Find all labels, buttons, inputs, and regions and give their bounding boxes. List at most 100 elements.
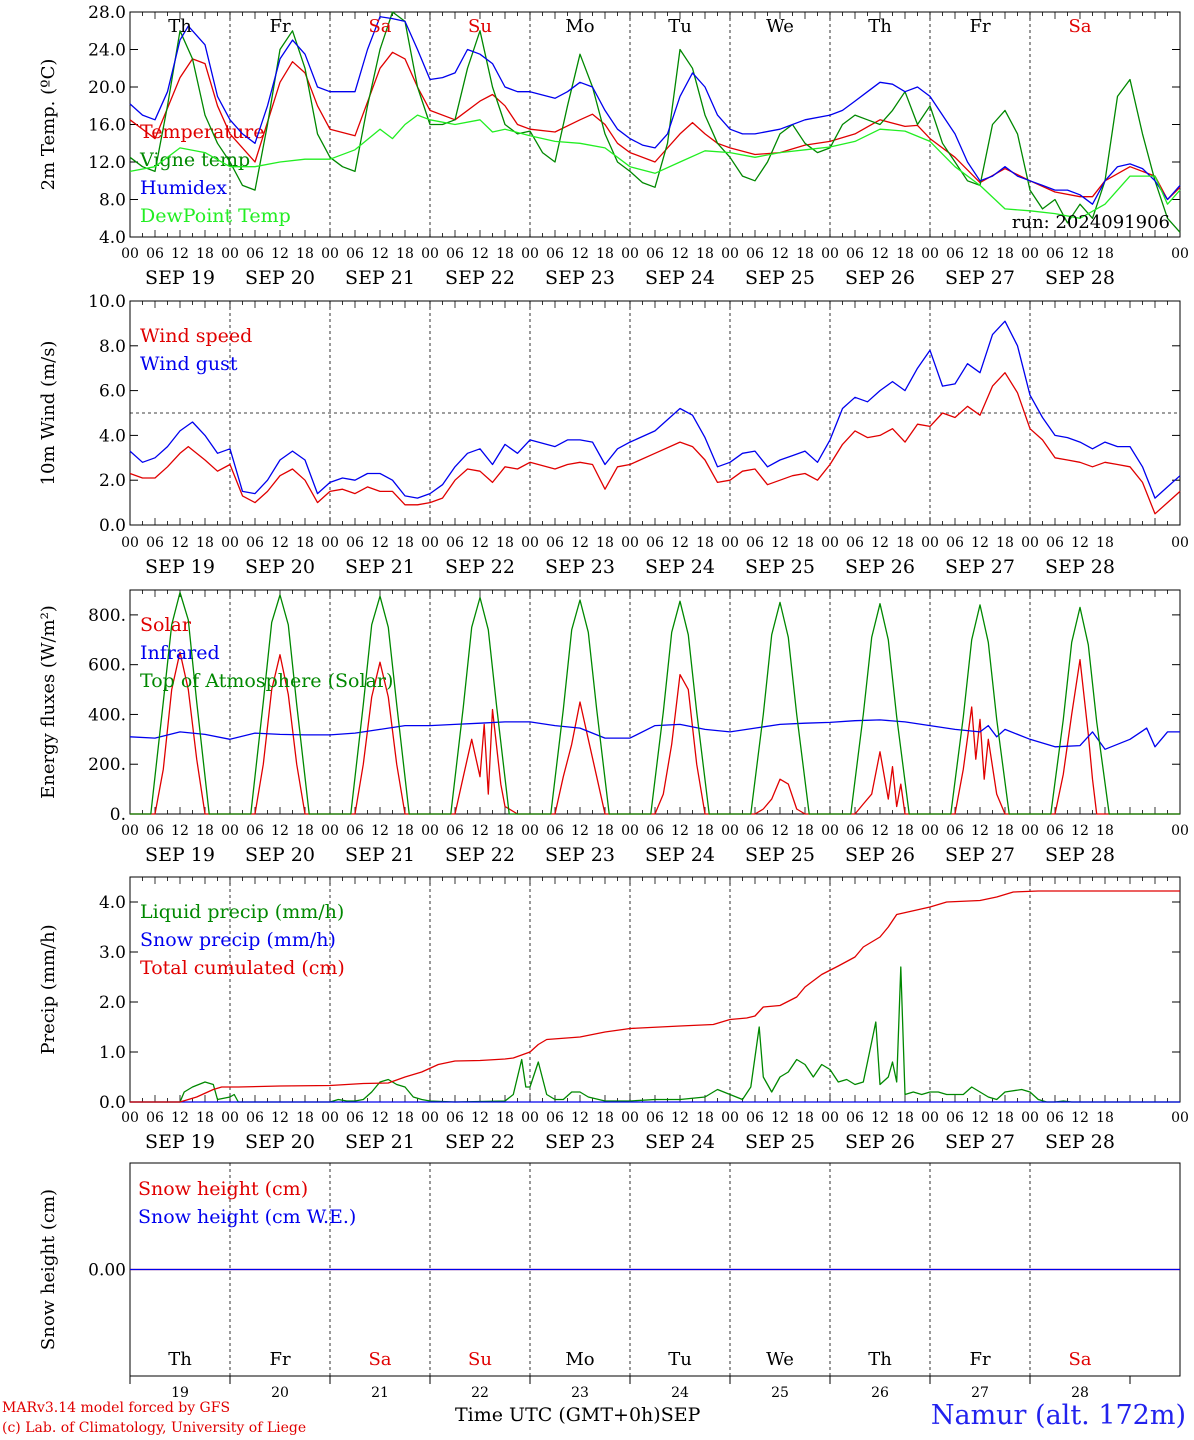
hour-tick-label: 18 <box>1096 1110 1114 1126</box>
hour-tick-label: 00 <box>521 823 539 839</box>
legend-entry: Wind gust <box>140 353 238 375</box>
hour-tick-label: 12 <box>771 246 789 262</box>
day-of-week-label: Sa <box>368 16 391 37</box>
hour-tick-label: 00 <box>421 1110 439 1126</box>
hour-tick-label: 06 <box>1046 535 1064 551</box>
y-axis-label: Energy fluxes (W/m²) <box>38 605 59 799</box>
hour-tick-label: 12 <box>571 535 589 551</box>
hour-tick-label: 12 <box>871 246 889 262</box>
hour-tick-label: 12 <box>371 1110 389 1126</box>
hour-tick-label: 00 <box>1171 535 1189 551</box>
hour-tick-label: 12 <box>771 823 789 839</box>
date-label: SEP 20 <box>245 267 315 289</box>
date-label: SEP 19 <box>145 267 215 289</box>
hour-tick-label: 06 <box>446 246 464 262</box>
series-line-wind-speed <box>129 372 1181 515</box>
hour-tick-label: 12 <box>571 823 589 839</box>
hour-tick-label: 18 <box>296 535 314 551</box>
day-of-week-label: Fr <box>269 1349 290 1370</box>
hour-tick-label: 00 <box>121 246 139 262</box>
hour-tick-label: 00 <box>221 246 239 262</box>
legend-entry: Snow height (cm) <box>138 1178 308 1200</box>
hour-tick-label: 00 <box>221 823 239 839</box>
hour-tick-label: 18 <box>896 1110 914 1126</box>
hour-tick-label: 12 <box>271 246 289 262</box>
hour-tick-label: 06 <box>346 535 364 551</box>
hour-tick-label: 18 <box>196 1110 214 1126</box>
series-line-wind-gust <box>129 320 1181 499</box>
hour-tick-label: 18 <box>996 535 1014 551</box>
hour-tick-label: 12 <box>271 823 289 839</box>
hour-tick-label: 06 <box>546 246 564 262</box>
day-number-label: 25 <box>771 1385 789 1401</box>
y-tick-label: 400. <box>88 705 126 725</box>
hour-tick-label: 06 <box>246 823 264 839</box>
legend-entry: Top of Atmosphere (Solar) <box>140 670 393 692</box>
hour-tick-label: 12 <box>771 1110 789 1126</box>
hour-tick-label: 12 <box>371 823 389 839</box>
y-tick-label: 0.00 <box>88 1261 126 1281</box>
day-of-week-label: Fr <box>969 1349 990 1370</box>
hour-tick-label: 00 <box>1171 1110 1189 1126</box>
day-of-week-label: We <box>766 1349 794 1370</box>
day-number-label: 28 <box>1071 1385 1089 1401</box>
hour-tick-label: 12 <box>971 823 989 839</box>
day-number-label: 23 <box>571 1385 589 1401</box>
series-line-dewpoint-temp <box>129 114 1181 219</box>
date-label: SEP 24 <box>645 1131 715 1153</box>
hour-tick-label: 06 <box>846 535 864 551</box>
hour-tick-label: 18 <box>196 246 214 262</box>
series-line-top-of-atmosphere-solar- <box>130 591 1180 815</box>
hour-tick-label: 18 <box>396 535 414 551</box>
day-of-week-label: Th <box>868 16 892 37</box>
legend-entry: Temperature <box>140 121 264 143</box>
legend-entry: DewPoint Temp <box>140 205 291 227</box>
y-tick-label: 200. <box>88 755 126 775</box>
hour-tick-label: 00 <box>521 1110 539 1126</box>
date-label: SEP 22 <box>445 844 515 866</box>
date-label: SEP 25 <box>745 1131 815 1153</box>
hour-tick-label: 18 <box>596 823 614 839</box>
day-of-week-label: Su <box>468 16 492 37</box>
hour-tick-label: 00 <box>321 535 339 551</box>
day-number-label: 19 <box>171 1385 189 1401</box>
date-label: SEP 28 <box>1045 844 1115 866</box>
hour-tick-label: 18 <box>1096 823 1114 839</box>
hour-tick-label: 06 <box>1046 1110 1064 1126</box>
legend-entry: Total cumulated (cm) <box>140 957 345 979</box>
hour-tick-label: 12 <box>371 535 389 551</box>
hour-tick-label: 12 <box>471 823 489 839</box>
hour-tick-label: 00 <box>921 535 939 551</box>
hour-tick-label: 06 <box>446 1110 464 1126</box>
date-label: SEP 21 <box>345 556 415 578</box>
day-of-week-label: Mo <box>565 16 594 37</box>
y-axis-label: 2m Temp. (ºC) <box>38 59 59 191</box>
hour-tick-label: 06 <box>246 246 264 262</box>
series-line-solar <box>130 651 1180 815</box>
hour-tick-label: 12 <box>971 246 989 262</box>
date-label: SEP 27 <box>945 267 1015 289</box>
hour-tick-label: 18 <box>996 246 1014 262</box>
y-tick-label: 8.0 <box>99 337 126 357</box>
hour-tick-label: 18 <box>796 1110 814 1126</box>
x-axis-month: SEP <box>660 1404 701 1426</box>
y-tick-label: 16.0 <box>88 116 126 136</box>
legend-entry: Humidex <box>140 177 227 199</box>
hour-tick-label: 12 <box>271 1110 289 1126</box>
hour-tick-label: 18 <box>596 246 614 262</box>
hour-tick-label: 06 <box>946 823 964 839</box>
run-label: run: 2024091906 <box>1012 212 1170 233</box>
hour-tick-label: 06 <box>546 823 564 839</box>
hour-tick-label: 00 <box>921 823 939 839</box>
hour-tick-label: 12 <box>1071 823 1089 839</box>
hour-tick-label: 00 <box>621 535 639 551</box>
hour-tick-label: 12 <box>671 246 689 262</box>
day-number-label: 21 <box>371 1385 389 1401</box>
y-tick-label: 4.0 <box>99 228 126 248</box>
hour-tick-label: 00 <box>121 535 139 551</box>
hour-tick-label: 00 <box>721 246 739 262</box>
hour-tick-label: 06 <box>746 1110 764 1126</box>
y-tick-label: 20.0 <box>88 78 126 98</box>
hour-tick-label: 18 <box>196 823 214 839</box>
